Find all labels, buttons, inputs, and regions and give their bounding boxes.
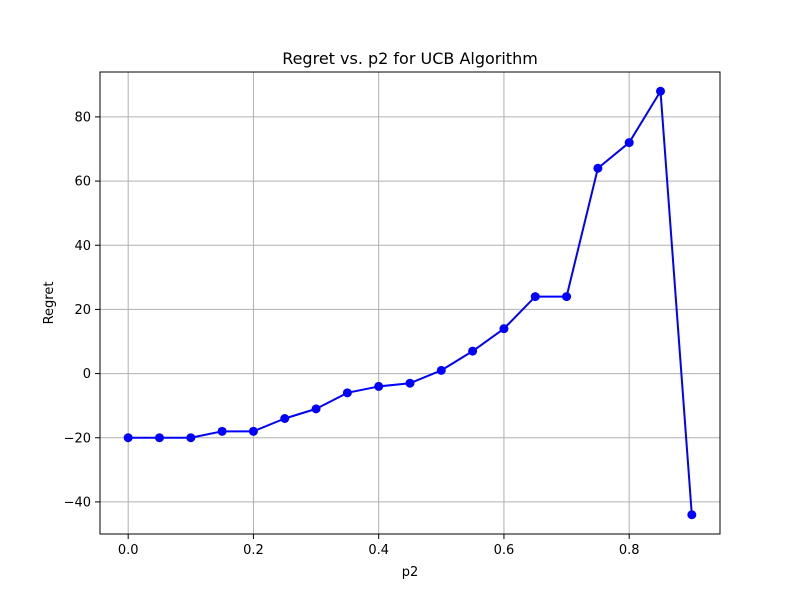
data-point bbox=[656, 86, 666, 96]
x-tick-label: 0.0 bbox=[118, 543, 139, 558]
y-tick-label: 20 bbox=[74, 303, 91, 318]
y-tick-label: 60 bbox=[74, 175, 91, 190]
series-line bbox=[128, 90, 693, 515]
data-point bbox=[593, 163, 603, 173]
y-tick-label: 40 bbox=[74, 239, 91, 254]
data-point bbox=[624, 138, 634, 148]
data-point bbox=[342, 388, 352, 398]
data-point bbox=[248, 426, 258, 436]
series-layer bbox=[123, 86, 697, 520]
chart-title: Regret vs. p2 for UCB Algorithm bbox=[282, 49, 538, 68]
plot-frame bbox=[99, 71, 721, 535]
data-point bbox=[311, 404, 321, 414]
data-point bbox=[405, 378, 415, 388]
y-tick-label: 80 bbox=[74, 110, 91, 125]
data-point bbox=[374, 381, 384, 391]
x-tick-label: 0.2 bbox=[243, 543, 264, 558]
y-tick-label: 0 bbox=[83, 367, 91, 382]
x-tick-label: 0.8 bbox=[619, 543, 640, 558]
data-point bbox=[217, 426, 227, 436]
axis-ticks: 0.0 0.2 0.4 0.6 0.8 −40 −20 0 20 40 60 80 bbox=[64, 110, 640, 558]
data-point bbox=[468, 346, 478, 356]
x-axis-label: p2 bbox=[402, 565, 419, 580]
y-tick-label: −40 bbox=[64, 495, 91, 510]
y-tick-label: −20 bbox=[64, 431, 91, 446]
data-point bbox=[499, 324, 509, 334]
y-axis-label: Regret bbox=[42, 282, 57, 325]
data-point bbox=[687, 510, 697, 520]
data-point bbox=[562, 292, 572, 302]
x-tick-label: 0.6 bbox=[494, 543, 515, 558]
data-point bbox=[280, 414, 290, 423]
data-point bbox=[123, 433, 133, 443]
data-point bbox=[154, 433, 164, 443]
grid-lines bbox=[100, 72, 720, 534]
x-tick-label: 0.4 bbox=[368, 543, 389, 558]
data-point bbox=[436, 365, 446, 375]
data-point bbox=[530, 292, 540, 302]
data-point bbox=[186, 433, 196, 443]
